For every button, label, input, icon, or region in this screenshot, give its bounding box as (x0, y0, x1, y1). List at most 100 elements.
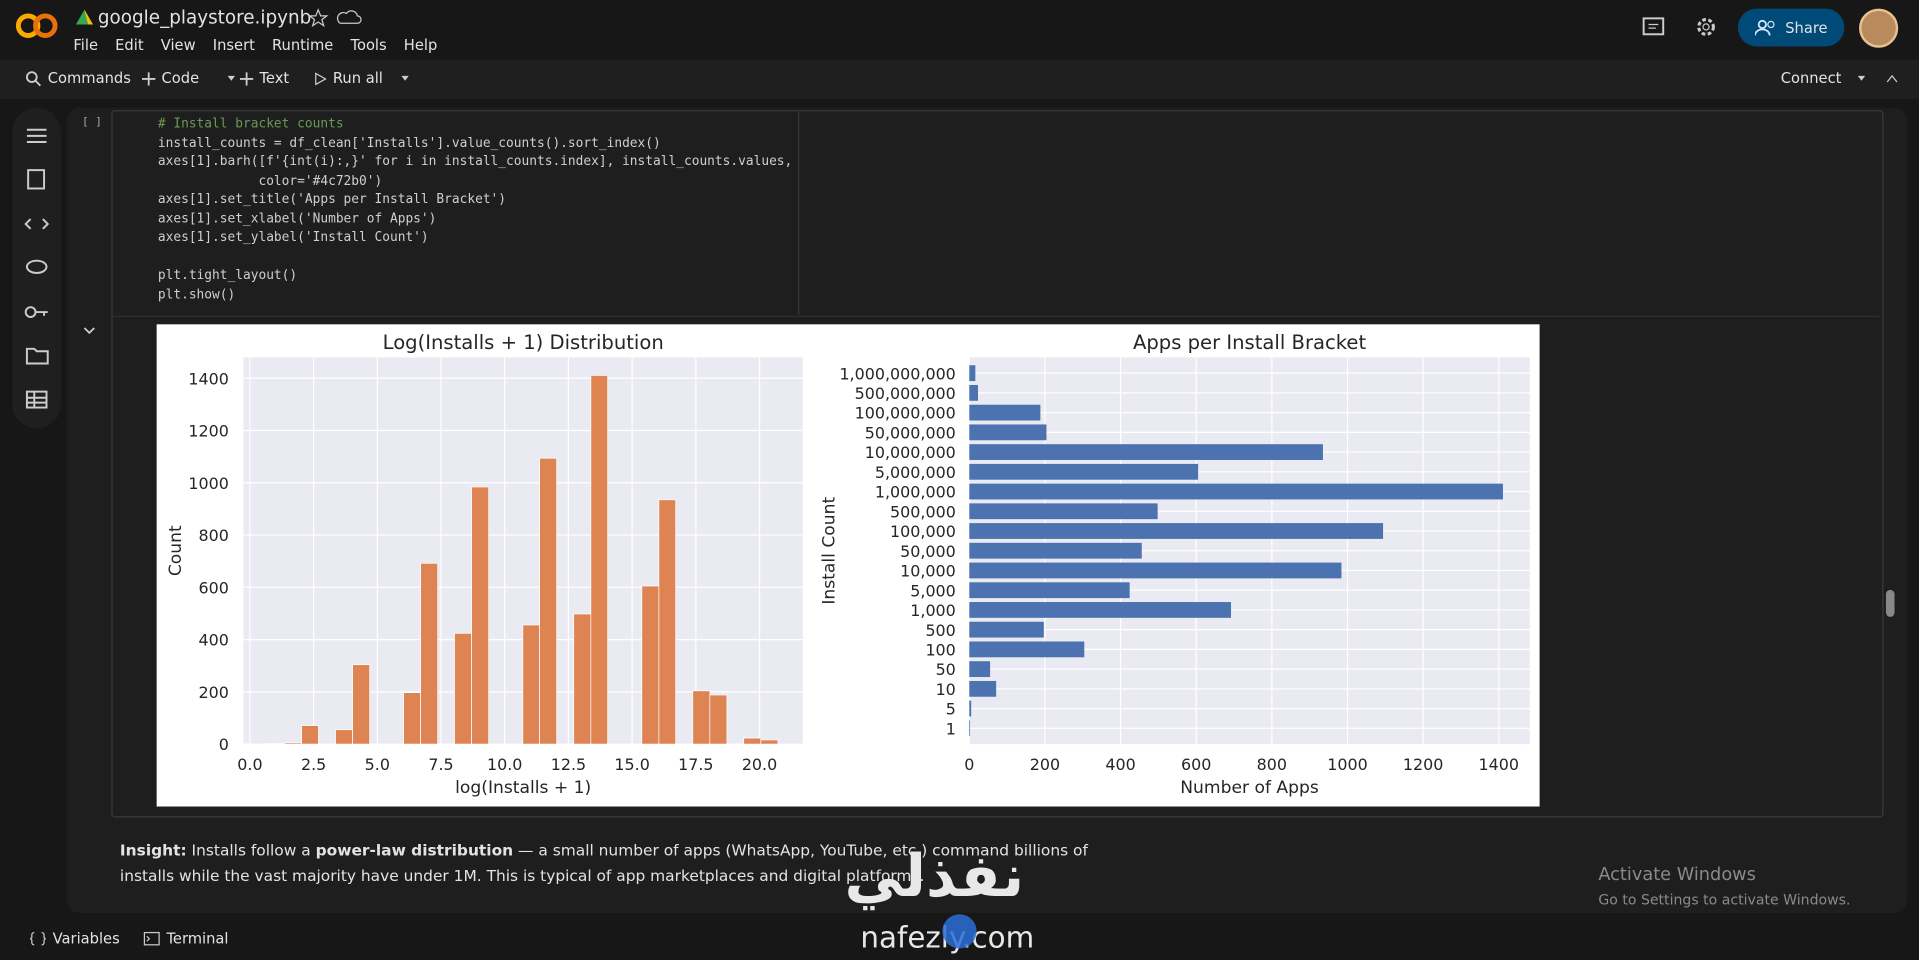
x-tick-label: 200 (1030, 755, 1060, 774)
plus-icon (141, 71, 156, 86)
x-tick-label: 1200 (1403, 755, 1443, 774)
cell-bracket[interactable]: [ ] (81, 116, 102, 129)
bar (969, 700, 972, 717)
avatar[interactable] (1859, 8, 1899, 48)
bar (969, 483, 1503, 500)
collapse-output[interactable] (81, 323, 98, 338)
y-tick-label: 1,000,000 (875, 483, 956, 502)
x-tick-label: 400 (1105, 755, 1135, 774)
terminal-button[interactable]: Terminal (143, 930, 229, 947)
code-line: axes[1].set_xlabel('Number of Apps') (157, 211, 437, 226)
histogram-bar (267, 743, 285, 745)
x-tick-label: 0.0 (237, 755, 262, 774)
notebook-title[interactable]: google_playstore.ipynb (97, 6, 312, 29)
y-tick-label: 5 (946, 700, 956, 719)
y-tick-label: 200 (198, 683, 228, 702)
bar (969, 641, 1085, 658)
bar (969, 680, 997, 697)
menu-item[interactable]: Help (403, 36, 438, 54)
chart-title: Apps per Install Bracket (1133, 331, 1367, 354)
bar (969, 562, 1342, 579)
variables-label: Variables (52, 930, 120, 948)
variables-button[interactable]: Variables (29, 930, 120, 948)
x-axis-label: log(Installs + 1) (455, 778, 591, 798)
variables-icon[interactable] (25, 259, 48, 274)
share-button[interactable]: Share (1737, 8, 1845, 47)
output-divider (112, 315, 1880, 317)
drive-icon (75, 9, 94, 25)
bar (969, 661, 991, 678)
bar (969, 523, 1384, 539)
bar (969, 503, 1158, 520)
histogram-bar (284, 742, 303, 745)
share-icon (1754, 19, 1775, 36)
histogram-bar (539, 457, 558, 745)
histogram-bar (420, 562, 439, 745)
code-line: # Install bracket counts (157, 116, 344, 131)
y-axis-label: Count (166, 525, 186, 576)
text-label: Text (259, 69, 290, 87)
find-icon[interactable] (27, 169, 46, 190)
histogram-bar (692, 690, 711, 745)
histogram-bar (335, 729, 353, 745)
add-text-button[interactable]: Text (239, 69, 290, 87)
menu-item[interactable]: Runtime (272, 36, 334, 54)
code-line: install_counts = df_clean['Installs'].va… (157, 135, 661, 150)
y-axis-label: Install Count (820, 497, 840, 605)
x-tick-label: 10.0 (487, 755, 522, 774)
y-tick-label: 400 (198, 631, 228, 650)
connect-button[interactable]: Connect (1781, 70, 1919, 87)
bar (969, 424, 1047, 441)
title-icons[interactable] (308, 7, 364, 29)
histogram-bar (658, 499, 677, 745)
terminal-icon (143, 931, 160, 946)
bar (969, 621, 1044, 638)
header-icons[interactable] (1640, 15, 1726, 42)
menu-bar: File Edit View Insert Runtime Tools Help (73, 37, 437, 54)
insight-run: — a small number of apps (WhatsApp, YouT… (119, 840, 1088, 885)
editor-ruler (797, 112, 800, 315)
snippets-icon[interactable] (24, 218, 50, 230)
add-code-button[interactable]: Code (141, 70, 237, 87)
histogram-bar (454, 632, 472, 745)
insight-text: Insight: Installs follow a power-law dis… (120, 837, 1136, 888)
toc-icon[interactable] (26, 128, 47, 143)
files-icon[interactable] (25, 347, 49, 365)
code-line: axes[1].set_ylabel('Install Count') (157, 230, 429, 245)
search-icon (26, 70, 42, 86)
y-tick-label: 500,000 (890, 502, 956, 521)
commands-button[interactable]: Commands (26, 70, 131, 87)
x-tick-label: 15.0 (614, 755, 649, 774)
y-tick-label: 500,000,000 (855, 384, 956, 403)
y-tick-label: 1400 (188, 369, 228, 388)
y-tick-label: 5,000 (910, 581, 956, 600)
bar (969, 404, 1041, 421)
histogram-bar (590, 375, 609, 745)
share-label: Share (1785, 18, 1828, 37)
y-tick-label: 50,000,000 (865, 423, 956, 442)
histogram-bar (352, 664, 371, 745)
menu-item[interactable]: File (73, 36, 99, 54)
y-tick-label: 600 (198, 578, 228, 597)
data-icon[interactable] (25, 390, 48, 409)
bar (969, 602, 1232, 618)
scrollbar-thumb[interactable] (1885, 589, 1895, 617)
chart-title: Log(Installs + 1) Distribution (383, 331, 664, 354)
y-tick-label: 10 (936, 680, 956, 699)
code-line: axes[1].set_title('Apps per Install Brac… (157, 192, 507, 207)
bar (969, 720, 971, 737)
menu-item[interactable]: Edit (115, 36, 144, 54)
histogram-bar (760, 739, 779, 745)
bar (969, 365, 976, 382)
insight-run: Insight: (119, 840, 187, 860)
x-tick-label: 0 (964, 755, 974, 774)
y-tick-label: 50 (936, 660, 956, 679)
menu-item[interactable]: Insert (212, 36, 255, 54)
menu-item[interactable]: View (160, 36, 196, 54)
colab-logo (15, 13, 58, 38)
y-tick-label: 10,000,000 (865, 443, 956, 462)
insight-run: Installs follow a (186, 840, 316, 860)
menu-item[interactable]: Tools (350, 36, 387, 54)
run-all-button[interactable]: Run all (315, 70, 412, 87)
x-tick-label: 20.0 (742, 755, 777, 774)
